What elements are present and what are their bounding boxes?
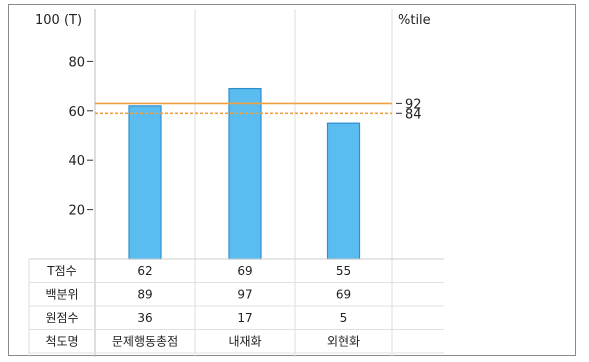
chart-structure	[28, 9, 393, 357]
right-axis-label: %tile	[398, 13, 431, 28]
y-tick-label: 60	[68, 105, 85, 120]
y-tick-label: 40	[68, 154, 85, 169]
bar-2	[228, 87, 262, 260]
y-axis-label: 100 (T)	[35, 13, 82, 28]
table-cell: 내재화	[228, 334, 261, 348]
data-table: T점수 62 69 55 백분위 89 97 69 원점수 36 17 5 척도명 문제행동총점 내재화 외현…	[29, 258, 444, 354]
table-cell: 외현화	[327, 334, 360, 348]
table-cell: 36	[137, 311, 152, 325]
table-row-header: 척도명	[45, 334, 78, 348]
table-cell: 문제행동총점	[112, 333, 178, 348]
table-cell: 5	[340, 311, 348, 325]
table-cell: 69	[237, 264, 252, 278]
bar-3	[326, 122, 361, 260]
table-cell: 55	[336, 264, 351, 278]
y-tick-label: 80	[68, 55, 85, 70]
table-row-header: T점수	[46, 264, 76, 278]
y-axis: 100 (T) %tile 20 40 60 80	[35, 13, 431, 219]
y-tick-label: 20	[68, 204, 85, 219]
table-cell: 62	[137, 264, 152, 278]
table-row-header: 원점수	[45, 311, 78, 325]
bar-series	[128, 87, 361, 260]
table-cell: 89	[137, 287, 152, 301]
table-row-header: 백분위	[45, 287, 78, 301]
table-cell: 69	[336, 287, 351, 301]
table-cell: 17	[237, 311, 252, 325]
reference-label-2: 84	[405, 107, 422, 122]
table-cell: 97	[237, 287, 252, 301]
reference-label-1: 92	[405, 97, 422, 112]
chart-frame: 92 84 100 (T) %tile 20 40 60 80 T점수 62 69 55 백분위…	[8, 4, 576, 357]
bar-1	[128, 105, 162, 260]
